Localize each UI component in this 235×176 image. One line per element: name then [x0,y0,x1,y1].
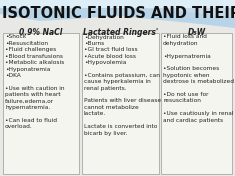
Polygon shape [0,0,235,18]
FancyBboxPatch shape [82,33,159,174]
Text: 0.9% NaCl: 0.9% NaCl [19,28,63,37]
FancyBboxPatch shape [0,0,235,8]
Text: ISOTONIC FLUIDS AND THEIR USES:: ISOTONIC FLUIDS AND THEIR USES: [2,7,235,21]
Polygon shape [0,0,235,28]
Text: D₅W: D₅W [188,28,206,37]
FancyBboxPatch shape [161,33,232,174]
Text: •Dehydration
•Burns
•GI tract fluid loss
•Acute blood loss
•Hypovolemia

•Contai: •Dehydration •Burns •GI tract fluid loss… [84,34,161,136]
Text: •Fluid loss and
dehydration

•Hypernatremia

•Solution becomes
hypotonic when
de: •Fluid loss and dehydration •Hypernatrem… [163,34,234,123]
Text: •Shock
•Resuscitation
•Fluid challenges
•Blood transfusions
•Metabolic alkalosis: •Shock •Resuscitation •Fluid challenges … [5,34,64,129]
FancyBboxPatch shape [3,33,79,174]
Text: Lactated Ringers': Lactated Ringers' [83,28,158,37]
